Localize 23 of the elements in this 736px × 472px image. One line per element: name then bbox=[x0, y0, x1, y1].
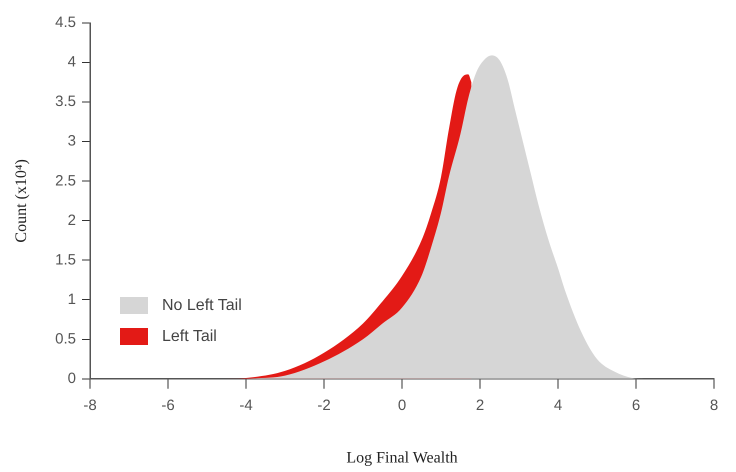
y-tick-label: 3.5 bbox=[55, 93, 76, 110]
x-tick-label: 0 bbox=[398, 396, 406, 414]
x-tick-label: -8 bbox=[83, 396, 97, 414]
x-tick-label: -4 bbox=[239, 396, 253, 414]
y-axis-title: Count (x10⁴) bbox=[12, 159, 30, 243]
x-tick-label: -2 bbox=[317, 396, 331, 414]
y-tick-label: 1.5 bbox=[55, 251, 76, 268]
x-tick-label: 2 bbox=[476, 396, 484, 414]
x-tick-label: 4 bbox=[554, 396, 562, 414]
y-tick-label: 2.5 bbox=[55, 172, 76, 190]
y-tick-label: 3 bbox=[68, 132, 76, 150]
x-tick-label: -6 bbox=[161, 396, 175, 414]
y-tick-label: 4.5 bbox=[55, 14, 76, 32]
y-tick-label: 0 bbox=[68, 370, 76, 387]
y-tick-label: 0.5 bbox=[55, 330, 76, 348]
x-tick-label: 8 bbox=[710, 396, 718, 414]
legend-label: No Left Tail bbox=[162, 296, 242, 314]
x-axis-title: Log Final Wealth bbox=[346, 450, 458, 467]
legend-label: Left Tail bbox=[162, 328, 217, 346]
y-tick-label: 4 bbox=[68, 54, 76, 71]
y-tick-label: 1 bbox=[68, 290, 76, 308]
y-tick-label: 2 bbox=[68, 212, 76, 229]
x-tick-label: 6 bbox=[632, 396, 640, 414]
